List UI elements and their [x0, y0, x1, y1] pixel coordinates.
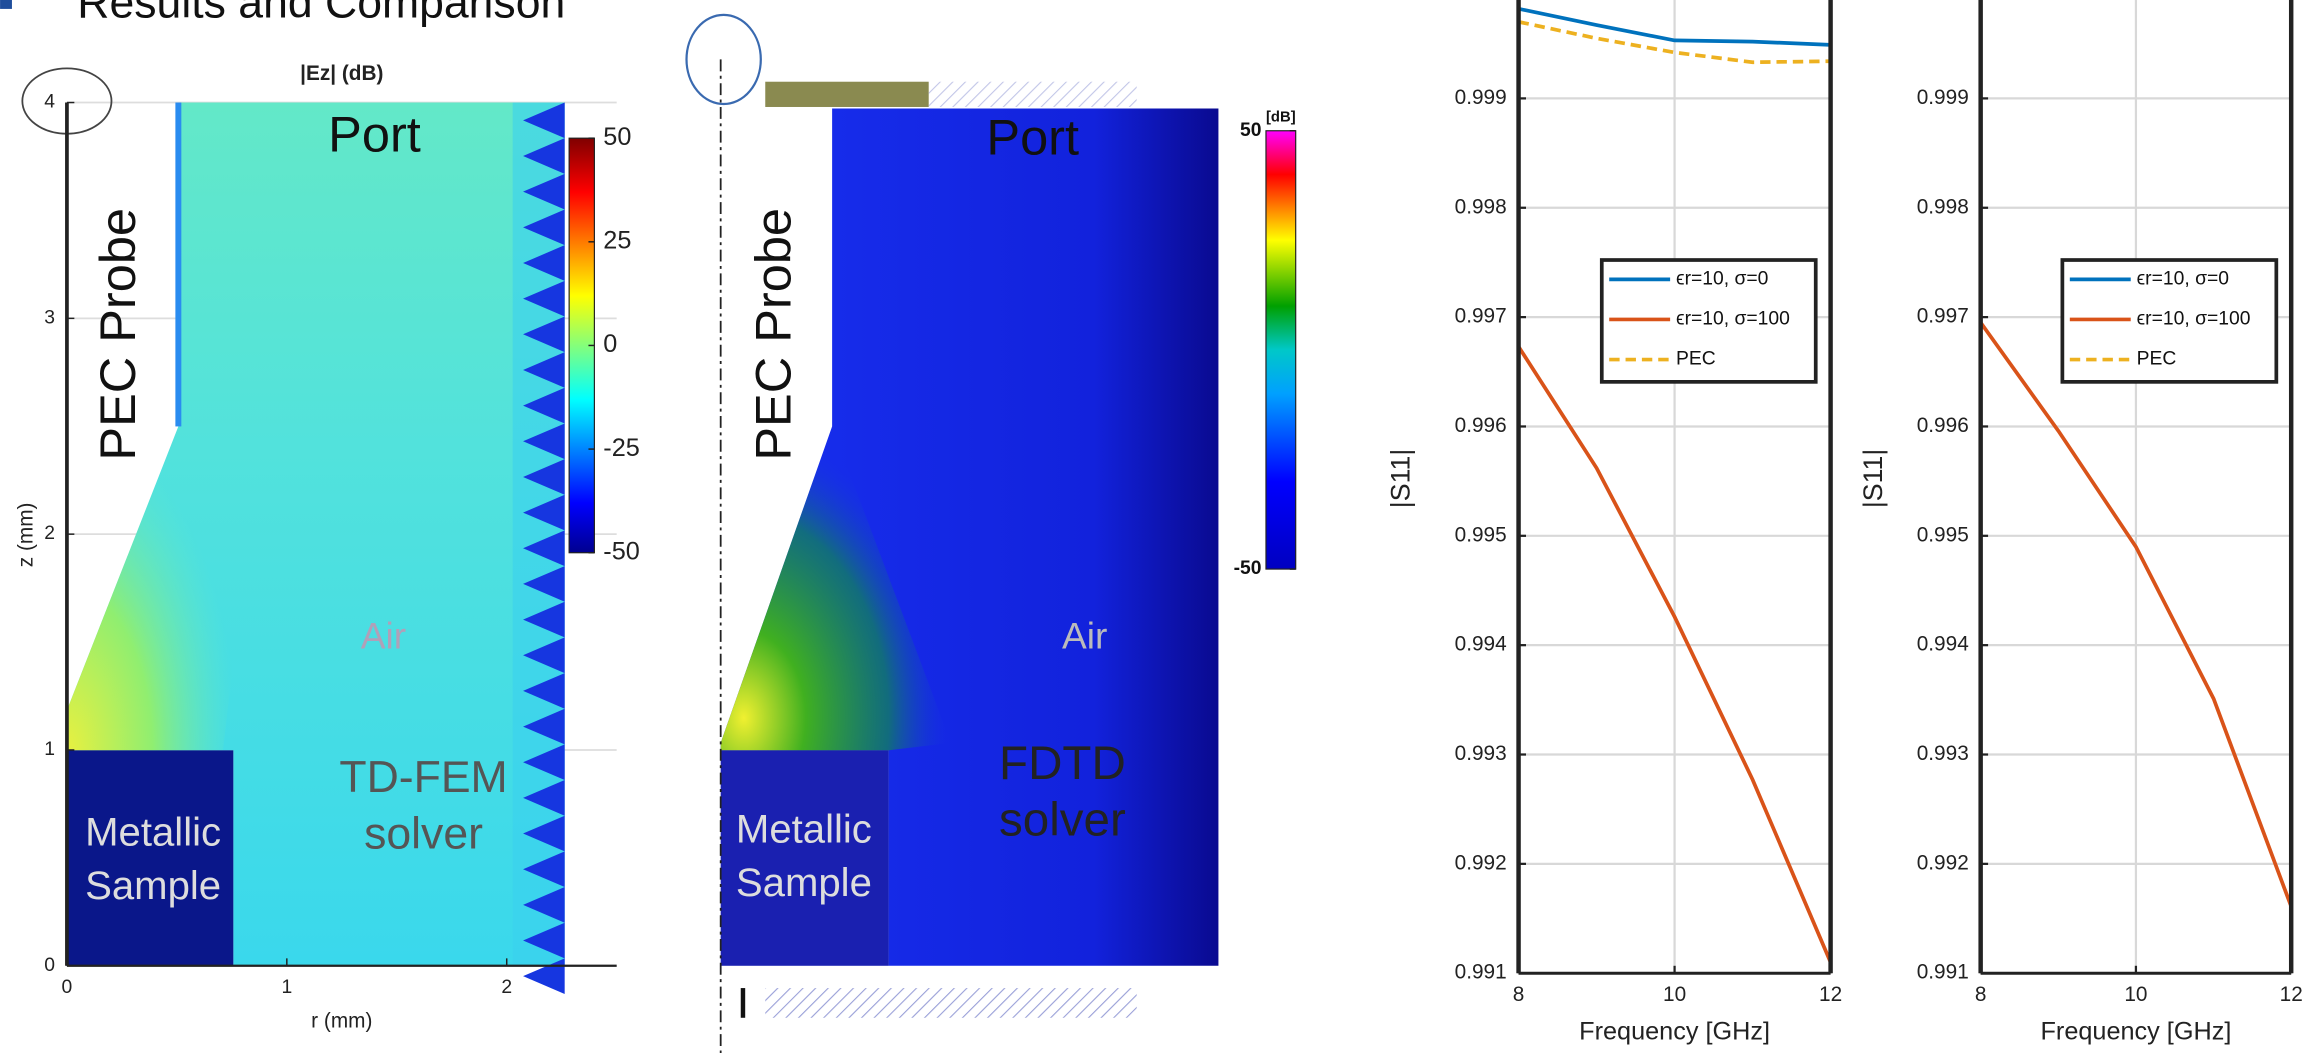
colorbar	[1265, 130, 1297, 570]
y-tick-label: 0.999	[1455, 86, 1507, 109]
plot-title: |Ez| (dB)	[300, 62, 383, 85]
y-tick-label: 0.998	[1917, 195, 1969, 218]
annotation: solver	[364, 809, 483, 858]
y-tick-label: 0.998	[1455, 195, 1507, 218]
y-tick-label: 0.995	[1455, 523, 1507, 546]
colorbar-tick-label: -25	[603, 434, 640, 462]
x-tick-label: 12	[1819, 983, 1842, 1006]
annotation: Air	[361, 615, 406, 657]
field-hotspot	[66, 426, 238, 751]
series-line	[1518, 345, 1831, 963]
y-tick-label: 0.993	[1917, 742, 1969, 765]
x-tick-label: 10	[1663, 983, 1686, 1006]
legend-label: ϵr=10, σ=100	[1676, 309, 1790, 330]
x-tick-label: 12	[2280, 983, 2303, 1006]
y-tick-label: 0.994	[1917, 633, 1969, 656]
annotation: PEC Probe	[89, 208, 146, 461]
y-tick-label: 0.997	[1455, 305, 1507, 328]
annotation: PEC Probe	[744, 208, 801, 461]
annotation: Metallic	[736, 808, 872, 852]
metallic-sample	[66, 750, 234, 966]
x-tick-label: 8	[1975, 983, 1987, 1006]
y-axis-label: |S11|	[1858, 449, 1888, 508]
colorbar-tick-label: 0	[603, 330, 617, 358]
colorbar-label: [dB]	[1266, 109, 1296, 125]
legend-label: PEC	[1676, 349, 1716, 370]
absorber-teeth	[523, 102, 565, 995]
y-tick-label: 0.994	[1455, 633, 1507, 656]
rotation-icon	[685, 13, 762, 106]
metallic-sample	[720, 750, 889, 966]
colorbar-tick-label: -50	[1234, 558, 1262, 579]
legend-label: ϵr=10, σ=0	[2137, 268, 2229, 289]
series-line	[1518, 20, 1831, 65]
y-tick-label: 3	[44, 307, 55, 328]
bullet	[0, 0, 12, 9]
x-axis-label: r (mm)	[311, 1010, 372, 1033]
y-tick-label: 0.997	[1917, 305, 1969, 328]
probe-edge	[175, 102, 182, 427]
y-tick-label: 0.996	[1455, 414, 1507, 437]
annotation: Sample	[85, 864, 221, 908]
series-line	[1518, 6, 1831, 47]
annotation: Port	[328, 106, 421, 163]
x-tick-label: 0	[62, 977, 73, 998]
y-tick-label: 0.991	[1455, 961, 1507, 984]
y-tick-label: 0.995	[1917, 523, 1969, 546]
x-tick-label: 2	[501, 977, 512, 998]
y-axis-label: z (mm)	[14, 503, 37, 568]
slide-title: Results and Comparison	[77, 0, 565, 28]
legend-label: ϵr=10, σ=100	[2137, 309, 2251, 330]
x-axis-label: Frequency [GHz]	[1579, 1017, 1770, 1045]
y-tick-label: 0.991	[1917, 961, 1969, 984]
colorbar-tick-label: 50	[1240, 120, 1261, 141]
y-tick-label: 2	[44, 523, 55, 544]
field-region	[720, 108, 1219, 966]
y-tick-label: 0.993	[1455, 742, 1507, 765]
legend-label: ϵr=10, σ=0	[1676, 268, 1768, 289]
x-axis-label: Frequency [GHz]	[2041, 1017, 2232, 1045]
annotation: TD-FEM	[339, 753, 507, 802]
y-axis-label: |S11|	[1386, 449, 1416, 508]
x-tick-label: 1	[281, 977, 292, 998]
y-tick-label: 0.996	[1917, 414, 1969, 437]
ruler	[765, 988, 1137, 1018]
y-tick-label: 0.992	[1455, 851, 1507, 874]
y-tick-label: 0.992	[1917, 851, 1969, 874]
x-tick-label: 10	[2124, 983, 2147, 1006]
y-tick-label: 4	[44, 92, 55, 113]
field-hotspot	[720, 426, 951, 751]
annotation: solver	[999, 794, 1126, 847]
annotation: Air	[1062, 615, 1107, 657]
colorbar-tick-label: 25	[603, 226, 631, 254]
y-tick-label: 0.999	[1917, 86, 1969, 109]
colorbar-tick-label: -50	[603, 537, 640, 565]
ruler	[928, 81, 1137, 107]
y-tick-label: 0	[44, 955, 55, 976]
colorbar-tick-label: 50	[603, 123, 631, 151]
y-tick-label: 1	[44, 739, 55, 760]
legend-label: PEC	[2137, 349, 2177, 370]
fem-field	[66, 102, 565, 995]
annotation: Metallic	[85, 811, 221, 855]
x-tick-label: 8	[1513, 983, 1525, 1006]
annotation: Sample	[736, 861, 872, 905]
annotation: FDTD	[999, 737, 1126, 790]
annotation: Port	[986, 108, 1079, 165]
fdtd-field	[719, 59, 1219, 1053]
ruler	[765, 81, 929, 107]
series-line	[1980, 321, 2292, 908]
